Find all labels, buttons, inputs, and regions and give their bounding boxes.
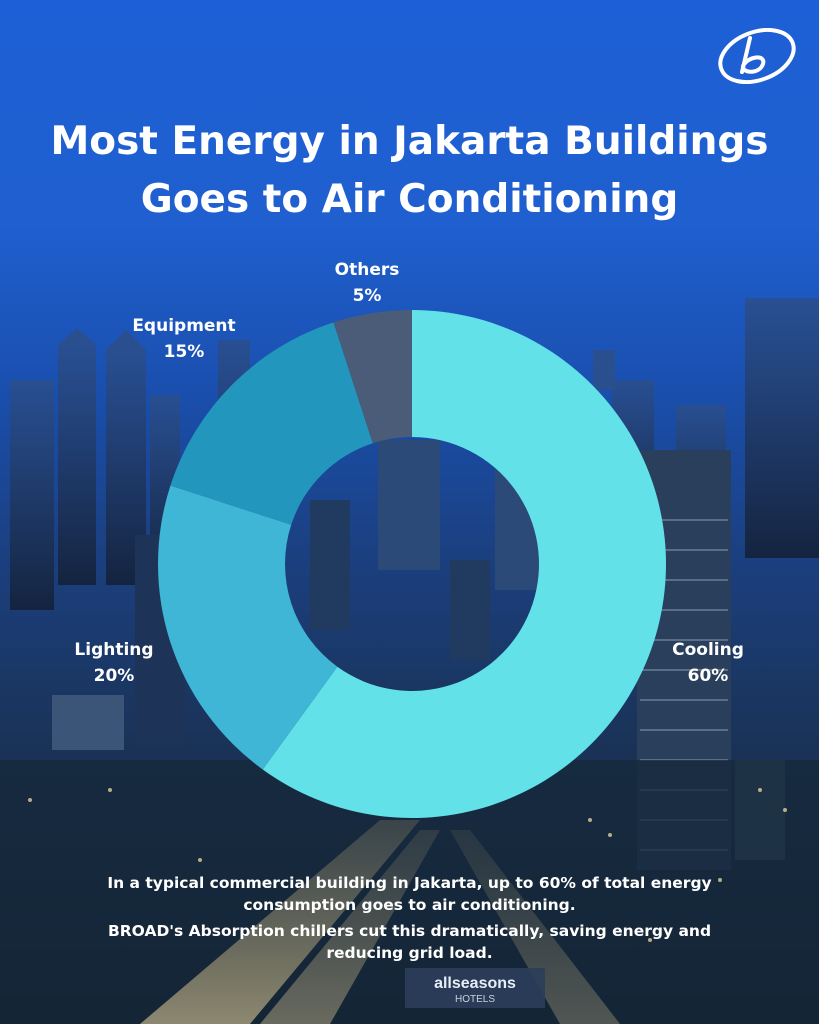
building <box>52 695 124 750</box>
donut-slice-others <box>333 310 412 444</box>
category-label: Others <box>334 260 400 280</box>
category-label: Cooling <box>672 640 744 660</box>
building <box>745 298 819 558</box>
page-title-line-2: Goes to Air Conditioning <box>140 177 679 222</box>
slice-label-equipment: Equipment 15% <box>124 313 244 365</box>
building-spire <box>58 328 96 345</box>
category-label: Lighting <box>74 640 154 660</box>
highway <box>260 830 440 1024</box>
highway <box>450 830 620 1024</box>
building <box>378 440 440 570</box>
building <box>310 500 350 630</box>
value-label: 5% <box>352 286 382 306</box>
slice-label-lighting: Lighting 20% <box>54 637 174 689</box>
building <box>450 560 490 660</box>
page-title-line-1: Most Energy in Jakarta Buildings <box>50 119 769 164</box>
broad-b-logo-icon <box>718 28 796 84</box>
building <box>10 380 54 610</box>
category-label: Equipment <box>132 316 236 336</box>
value-label: 60% <box>687 666 729 686</box>
slice-label-others: Others 5% <box>307 257 427 309</box>
donut-slice-equipment <box>170 322 373 525</box>
value-label: 20% <box>93 666 135 686</box>
slice-label-cooling: Cooling 60% <box>648 637 768 689</box>
donut-slice-lighting <box>157 485 338 770</box>
building-spire <box>106 330 146 350</box>
building <box>593 350 615 390</box>
caption-line: In a typical commercial building in Jaka… <box>107 874 712 892</box>
caption-line: BROAD's Absorption chillers cut this dra… <box>107 922 712 940</box>
donut-slice-cooling <box>262 310 667 818</box>
hotel-sign-sub: HOTELS <box>455 994 495 1005</box>
hotel-sign-name: allseasons <box>434 975 516 992</box>
hotel-sign: allseasons HOTELS <box>405 968 545 1008</box>
building <box>58 345 96 585</box>
highway <box>140 820 420 1024</box>
caption-line: consumption goes to air conditioning. <box>243 896 576 914</box>
value-label: 15% <box>163 342 205 362</box>
caption-line: reducing grid load. <box>326 944 493 962</box>
